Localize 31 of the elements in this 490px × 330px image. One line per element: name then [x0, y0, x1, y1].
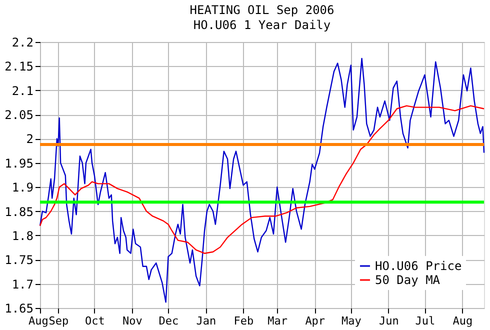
- y-tick-label: 2.1: [12, 84, 34, 98]
- chart-title: HEATING OIL Sep 2006: [190, 3, 334, 17]
- y-tick-label: 1.75: [4, 253, 34, 268]
- y-tick-label: 1.8: [12, 228, 34, 243]
- chart-subtitle: HO.U06 1 Year Daily: [193, 18, 331, 32]
- x-tick-label: Jun: [378, 314, 399, 328]
- line-series: [39, 58, 485, 303]
- y-tick-label: 2: [26, 132, 34, 146]
- y-tick-label: 1.65: [4, 302, 34, 316]
- y-tick-label: 1.7: [12, 277, 34, 292]
- line-series: [39, 105, 485, 254]
- x-tick-label: Nov: [122, 314, 143, 328]
- x-tick-label: Jan: [196, 314, 216, 328]
- x-tick-label: Feb: [234, 314, 254, 328]
- y-tick-label: 2.05: [4, 108, 34, 122]
- x-tick-label: Apr: [305, 314, 326, 328]
- legend-label: 50 Day MA: [375, 273, 441, 287]
- x-tick-label: Jul: [415, 314, 436, 328]
- x-tick-label: Aug: [28, 314, 48, 328]
- y-tick-label: 1.95: [4, 156, 34, 170]
- y-tick-label: 2.2: [12, 36, 34, 50]
- legend-label: HO.U06 Price: [375, 259, 462, 273]
- y-tick-label: 2.15: [4, 60, 34, 74]
- x-tick-label: Aug: [452, 314, 473, 328]
- x-tick-label: Oct: [85, 314, 105, 328]
- y-tick-label: 1.85: [4, 204, 34, 219]
- x-tick-label: May: [341, 314, 362, 328]
- x-tick-label: Sep: [48, 314, 69, 328]
- x-tick-label: Mar: [268, 314, 288, 328]
- y-tick-label: 1.9: [12, 180, 34, 195]
- x-tick-label: Dec: [158, 314, 179, 328]
